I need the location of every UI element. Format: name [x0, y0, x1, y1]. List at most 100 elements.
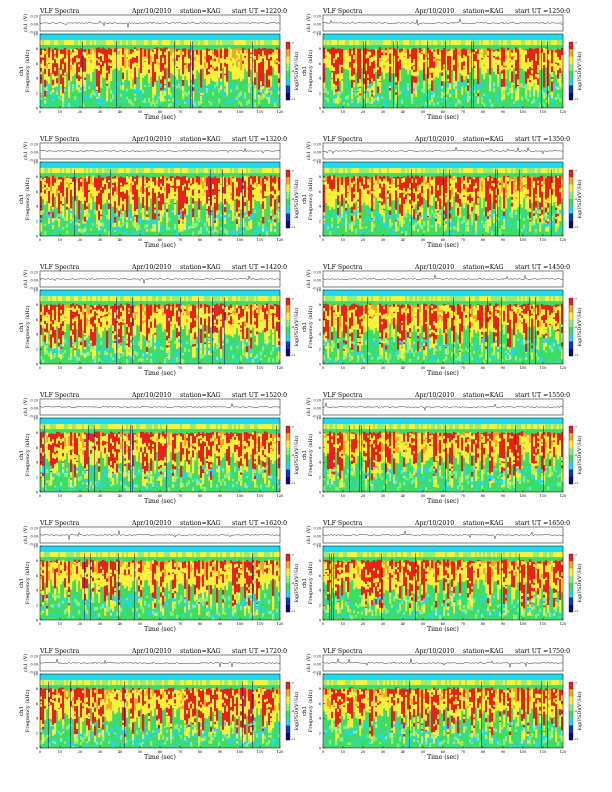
- spectro-cell: [44, 177, 47, 182]
- spectro-cell: [335, 162, 338, 168]
- x-tick-label: 70: [178, 110, 183, 114]
- spectro-cell: [160, 210, 163, 222]
- spectro-cell: [467, 49, 470, 92]
- spectro-cell: [499, 61, 502, 73]
- spectro-cell: [52, 92, 55, 97]
- spectro-cell: [441, 34, 444, 40]
- spectro-cell: [180, 167, 183, 174]
- spectro-cell: [106, 85, 109, 89]
- spectro-cell: [495, 197, 498, 201]
- spectro-cell: [114, 303, 117, 343]
- spectro-cell: [144, 98, 147, 104]
- spectro-cell: [224, 215, 227, 218]
- spectro-cell: [94, 162, 97, 168]
- spectro-cell: [50, 295, 53, 302]
- spectro-cell: [377, 213, 380, 219]
- spectro-cell: [44, 315, 47, 321]
- spectro-cell: [415, 48, 418, 86]
- spectro-cell: [242, 63, 245, 69]
- spectro-cell: [102, 346, 105, 352]
- spectro-cell: [433, 212, 436, 218]
- spectro-cell: [142, 193, 145, 197]
- panel-station: station=KAG: [180, 264, 221, 271]
- spectro-cell: [411, 201, 414, 206]
- spectro-cell: [325, 51, 328, 56]
- spectro-cell: [166, 223, 169, 228]
- spectro-cell: [527, 209, 530, 213]
- spectro-cell: [535, 177, 538, 208]
- spectro-cell: [194, 84, 197, 88]
- spectro-cell: [180, 162, 183, 168]
- spectro-cell: [475, 220, 478, 232]
- spectro-cell: [483, 39, 486, 46]
- spectro-cell: [427, 34, 430, 40]
- spectro-cell: [403, 162, 406, 168]
- spectro-cell: [469, 53, 472, 58]
- y-tick-label: 2: [36, 92, 38, 96]
- spectro-cell: [485, 61, 488, 73]
- spectro-cell: [102, 320, 105, 332]
- spectro-cell: [44, 341, 47, 346]
- spectro-cell: [525, 66, 528, 72]
- spectro-cell: [453, 167, 456, 174]
- colorbar-tick-label: -11: [574, 225, 579, 229]
- spectro-cell: [451, 180, 454, 185]
- spectro-cell: [431, 194, 434, 206]
- spectro-cell: [274, 34, 277, 40]
- spectro-cell: [40, 34, 43, 40]
- spectro-cell: [246, 100, 249, 106]
- spectro-cell: [264, 162, 267, 168]
- spectro-cell: [429, 34, 432, 40]
- spectro-cell: [56, 48, 59, 84]
- spectro-cell: [264, 93, 267, 98]
- spectro-cell: [559, 86, 562, 90]
- spectro-cell: [88, 34, 91, 40]
- spectro-cell: [106, 70, 109, 73]
- colorbar-segment: [286, 63, 290, 72]
- spectro-cell: [184, 91, 187, 96]
- colorbar-label: log(PSD)(V²/Hz): [293, 51, 300, 90]
- spectro-cell: [240, 198, 243, 210]
- spectro-cell: [553, 231, 556, 235]
- spectro-cell: [252, 189, 255, 195]
- spectro-cell: [427, 224, 430, 229]
- spectro-cell: [405, 191, 408, 195]
- spectro-cell: [471, 39, 474, 46]
- spectro-cell: [112, 290, 115, 296]
- spectro-cell: [419, 59, 422, 71]
- spectro-cell: [142, 208, 145, 220]
- spectro-cell: [351, 76, 354, 80]
- spectro-cell: [278, 190, 281, 196]
- spectro-cell: [335, 85, 338, 90]
- spectro-cell: [329, 175, 332, 199]
- spectro-cell: [50, 321, 53, 324]
- spectro-cell: [417, 224, 420, 230]
- spectro-cell: [160, 83, 163, 88]
- spectro-cell: [52, 188, 55, 194]
- spectro-cell: [449, 175, 452, 219]
- spectro-cell: [270, 191, 273, 194]
- spectro-cell: [371, 49, 374, 97]
- spectro-cell: [439, 34, 442, 40]
- spectro-cell: [200, 50, 203, 96]
- spectro-cell: [156, 167, 159, 174]
- spectro-cell: [441, 75, 444, 82]
- spectro-cell: [365, 39, 368, 46]
- panel-title: VLF Spectra: [39, 264, 80, 271]
- spectro-cell: [268, 39, 271, 46]
- spectro-cell: [367, 74, 370, 78]
- spectro-cell: [148, 48, 151, 76]
- spectro-cell: [345, 167, 348, 174]
- spectro-cell: [112, 218, 115, 222]
- spectro-cell: [254, 56, 257, 60]
- spectro-cell: [513, 226, 516, 230]
- spectro-cell: [397, 49, 400, 55]
- spectro-cell: [246, 162, 249, 168]
- spectro-cell: [449, 50, 452, 57]
- spectro-cell: [242, 39, 245, 46]
- spectro-cell: [268, 180, 271, 183]
- spectro-cell: [180, 34, 183, 40]
- spectro-cell: [234, 34, 237, 40]
- spectro-cell: [545, 202, 548, 208]
- colorbar-segment: [286, 184, 290, 192]
